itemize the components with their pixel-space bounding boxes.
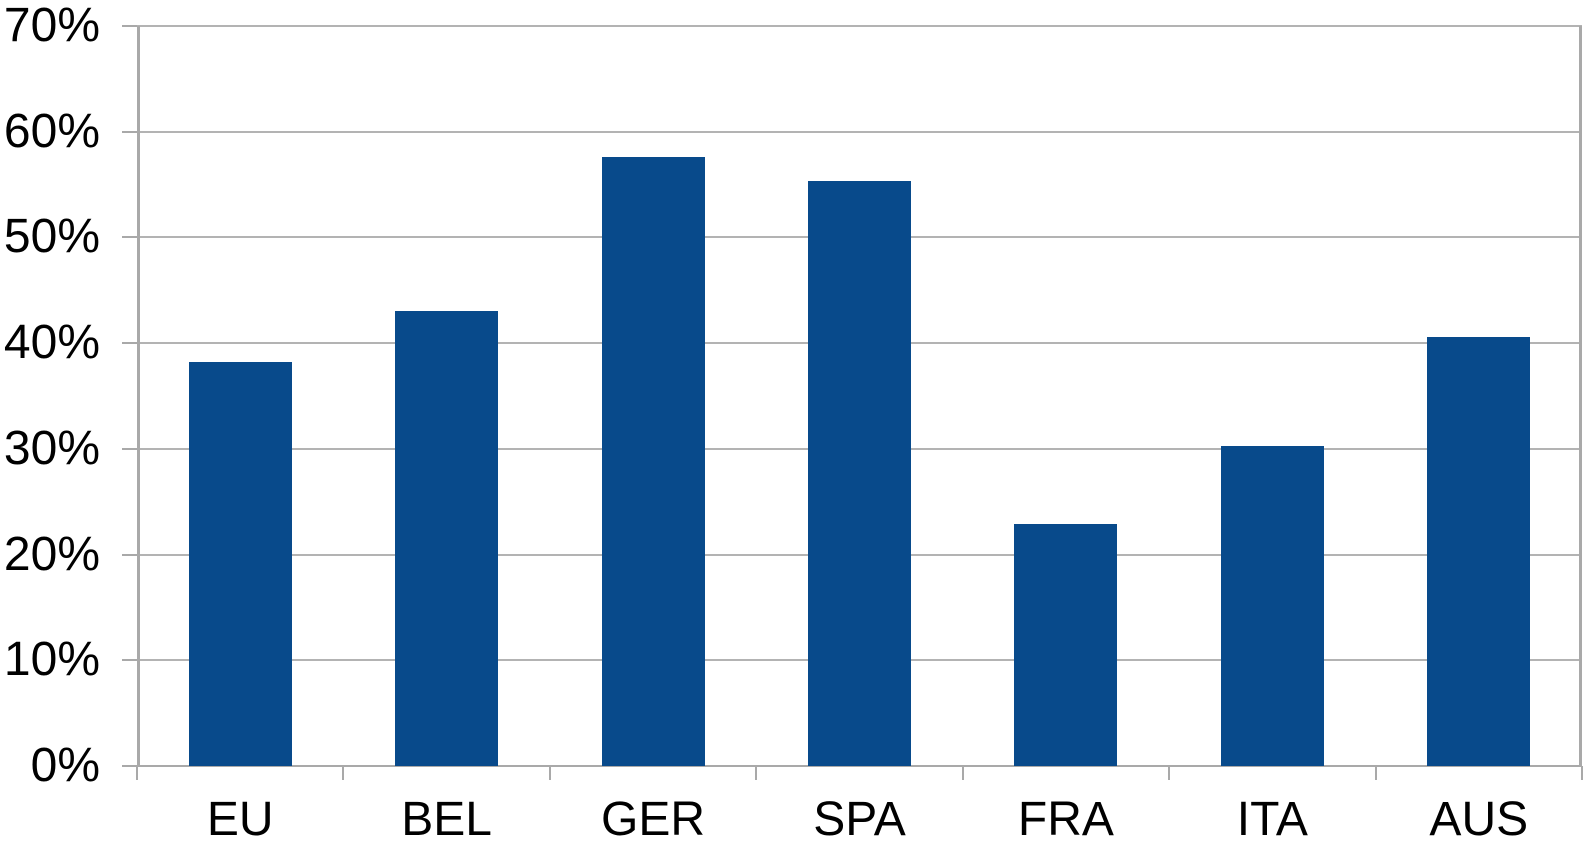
y-axis-tick xyxy=(122,553,137,556)
gridline-60 xyxy=(137,130,1582,133)
x-axis-tick xyxy=(548,766,551,780)
bar-eu xyxy=(188,362,292,766)
x-axis-label-fra: FRA xyxy=(1017,793,1114,846)
y-axis-tick-label: 40% xyxy=(3,316,100,370)
y-axis-tick xyxy=(122,25,137,27)
x-axis-tick xyxy=(1374,766,1377,780)
y-axis-tick xyxy=(122,765,137,767)
x-axis-label-spa: SPA xyxy=(813,793,906,846)
x-axis-label-eu: EU xyxy=(206,793,274,846)
x-axis-label-ger: GER xyxy=(601,793,706,846)
gridline-70 xyxy=(137,25,1582,27)
bar-fra xyxy=(1014,523,1118,766)
y-axis-tick-label: 30% xyxy=(3,421,100,475)
bar-aus xyxy=(1427,336,1531,766)
y-axis-tick xyxy=(122,342,137,345)
x-axis-tick xyxy=(136,766,138,780)
bar-bel xyxy=(395,311,499,766)
y-axis-tick xyxy=(122,130,137,133)
gridline-0 xyxy=(137,765,1582,767)
x-axis-tick xyxy=(755,766,758,780)
y-axis-tick-label: 60% xyxy=(3,104,100,158)
x-axis-tick xyxy=(1168,766,1171,780)
y-axis-tick-label: 70% xyxy=(3,0,100,52)
x-axis-label-aus: AUS xyxy=(1429,793,1529,846)
plot-right-border xyxy=(1579,26,1582,766)
x-axis-tick xyxy=(1581,766,1583,780)
y-axis-tick-label: 20% xyxy=(3,527,100,581)
y-axis-tick xyxy=(122,659,137,662)
x-axis-tick xyxy=(961,766,964,780)
y-axis-tick xyxy=(122,236,137,239)
x-axis-label-ita: ITA xyxy=(1236,793,1308,846)
y-axis-tick-label: 50% xyxy=(3,210,100,264)
y-axis-line xyxy=(137,26,140,766)
bar-spa xyxy=(808,181,911,766)
y-axis-tick xyxy=(122,447,137,450)
x-axis-tick xyxy=(342,766,345,780)
bar-ger xyxy=(601,157,705,766)
y-axis-tick-label: 0% xyxy=(30,739,100,792)
y-axis-tick-label: 10% xyxy=(3,633,100,687)
bar-ita xyxy=(1220,445,1324,766)
x-axis-label-bel: BEL xyxy=(401,793,493,846)
